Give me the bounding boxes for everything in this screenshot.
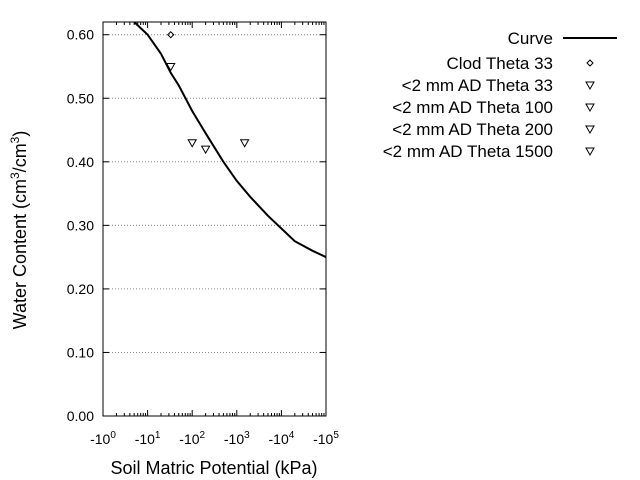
legend-label: <2 mm AD Theta 200 [392,120,553,139]
legend: Curve Clod Theta 33 <2 mm AD Theta 33 <2 mm… [383,29,617,161]
legend-label: <2 mm AD Theta 33 [402,76,553,95]
legend-marker [585,125,595,135]
y-tick-label: 0.50 [67,90,94,106]
y-axis-label: Water Content (cm3/cm3) [8,131,30,330]
fitted-curve-line [133,22,326,259]
y-tick-label: 0.10 [67,344,94,360]
axis-ticks: 0.00 0.10 0.20 0.30 0.40 0.50 0.60 -100 -101 -102… [67,22,339,447]
x-tick-label: -100 [90,430,116,447]
x-tick-label: -101 [135,430,161,447]
legend-label-curve: Curve [508,29,553,48]
data-point [187,139,198,148]
legend-label: Clod Theta 33 [447,54,553,73]
y-tick-label: 0.40 [67,154,94,170]
y-tick-label: 0.30 [67,217,94,233]
data-point [167,31,175,39]
legend-marker [585,103,595,113]
x-tick-label: -102 [179,430,205,447]
y-tick-label: 0.00 [67,408,94,424]
y-tick-label: 0.20 [67,281,94,297]
x-tick-label: -104 [269,430,295,447]
data-point [165,62,176,72]
x-tick-label: -103 [224,430,250,447]
legend-label: <2 mm AD Theta 1500 [383,142,553,161]
legend-marker [586,59,594,67]
legend-label: <2 mm AD Theta 100 [392,98,553,117]
plot-frame [102,21,327,417]
data-points [165,31,250,155]
x-tick-label: -105 [313,430,339,447]
data-point [239,139,250,148]
y-tick-label: 0.60 [67,27,94,43]
x-axis-label: Soil Matric Potential (kPa) [110,458,317,478]
data-point [200,145,211,155]
curve-layer [133,22,326,259]
legend-marker [585,81,595,91]
legend-marker [585,147,595,157]
gridlines [103,34,326,353]
